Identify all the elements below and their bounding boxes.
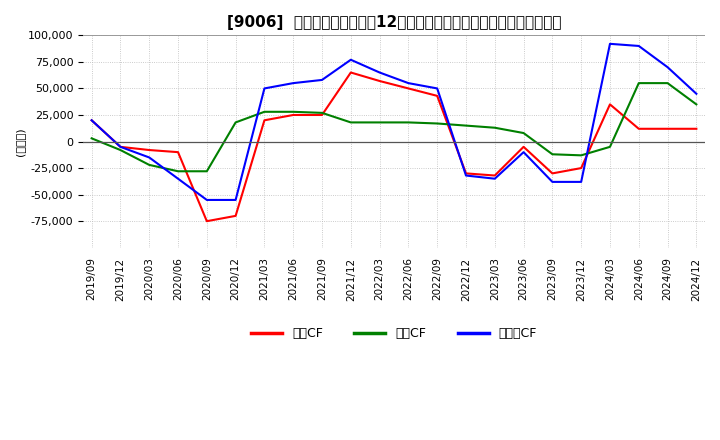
フリーCF [87, 117, 96, 123]
営業CF [634, 126, 643, 132]
投資CF [519, 130, 528, 136]
営業CF [692, 126, 701, 132]
フリーCF [260, 86, 269, 91]
営業CF [606, 102, 614, 107]
投資CF [490, 125, 499, 130]
営業CF [202, 219, 211, 224]
投資CF [87, 136, 96, 141]
投資CF [375, 120, 384, 125]
フリーCF [318, 77, 326, 83]
営業CF [87, 117, 96, 123]
営業CF [375, 78, 384, 84]
フリーCF [433, 86, 441, 91]
フリーCF [375, 70, 384, 75]
営業CF [318, 112, 326, 117]
フリーCF [231, 197, 240, 202]
投資CF [692, 102, 701, 107]
営業CF [289, 112, 297, 117]
投資CF [548, 152, 557, 157]
投資CF [116, 147, 125, 153]
フリーCF [519, 150, 528, 155]
Line: 投資CF: 投資CF [91, 83, 696, 171]
営業CF [462, 171, 470, 176]
営業CF [663, 126, 672, 132]
フリーCF [548, 179, 557, 184]
Y-axis label: (百万円): (百万円) [15, 127, 25, 156]
フリーCF [145, 155, 153, 160]
営業CF [260, 117, 269, 123]
Title: [9006]  キャッシュフローの12か月移動合計の対前年同期増減額の推移: [9006] キャッシュフローの12か月移動合計の対前年同期増減額の推移 [227, 15, 562, 30]
フリーCF [116, 144, 125, 150]
営業CF [346, 70, 355, 75]
営業CF [519, 144, 528, 150]
フリーCF [404, 81, 413, 86]
Line: 営業CF: 営業CF [91, 73, 696, 221]
投資CF [634, 81, 643, 86]
フリーCF [202, 197, 211, 202]
フリーCF [577, 179, 585, 184]
Line: フリーCF: フリーCF [91, 44, 696, 200]
投資CF [606, 144, 614, 150]
投資CF [663, 81, 672, 86]
フリーCF [462, 173, 470, 178]
営業CF [116, 144, 125, 150]
フリーCF [692, 91, 701, 96]
投資CF [577, 153, 585, 158]
フリーCF [346, 57, 355, 62]
フリーCF [289, 81, 297, 86]
営業CF [490, 173, 499, 178]
投資CF [260, 109, 269, 114]
営業CF [404, 86, 413, 91]
フリーCF [663, 65, 672, 70]
投資CF [346, 120, 355, 125]
フリーCF [606, 41, 614, 47]
営業CF [577, 165, 585, 171]
投資CF [174, 169, 182, 174]
営業CF [548, 171, 557, 176]
営業CF [231, 213, 240, 219]
投資CF [404, 120, 413, 125]
フリーCF [634, 43, 643, 48]
フリーCF [174, 176, 182, 181]
投資CF [318, 110, 326, 115]
投資CF [231, 120, 240, 125]
Legend: 営業CF, 投資CF, フリーCF: 営業CF, 投資CF, フリーCF [246, 322, 542, 345]
営業CF [433, 93, 441, 99]
営業CF [145, 147, 153, 153]
投資CF [433, 121, 441, 126]
投資CF [289, 109, 297, 114]
投資CF [202, 169, 211, 174]
フリーCF [490, 176, 499, 181]
営業CF [174, 150, 182, 155]
投資CF [462, 123, 470, 128]
投資CF [145, 162, 153, 168]
